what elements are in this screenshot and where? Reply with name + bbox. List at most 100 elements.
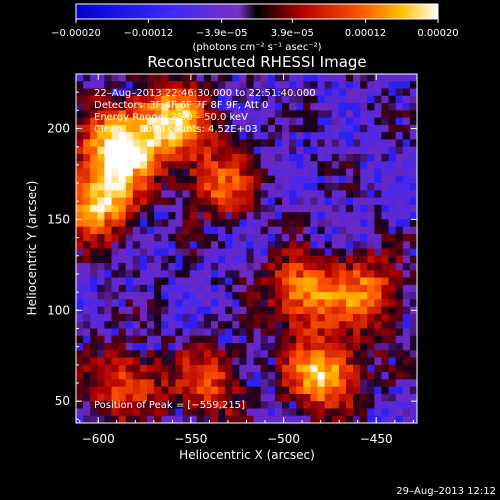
heatmap-cell xyxy=(161,386,169,395)
heatmap-cell xyxy=(147,219,155,228)
heatmap-cell xyxy=(282,226,290,235)
heatmap-cell xyxy=(203,408,212,417)
heatmap-cell xyxy=(125,313,134,322)
heatmap-cell xyxy=(76,255,84,264)
heatmap-cell xyxy=(303,270,311,279)
heatmap-cell xyxy=(132,328,141,337)
heatmap-cell xyxy=(168,357,176,366)
heatmap-cell xyxy=(154,248,162,257)
heatmap-cell xyxy=(239,255,247,264)
heatmap-cell xyxy=(168,233,176,242)
heatmap-cell xyxy=(182,292,191,300)
heatmap-cell xyxy=(353,110,361,119)
heatmap-cell xyxy=(104,241,113,249)
heatmap-cell xyxy=(225,321,233,329)
heatmap-cell xyxy=(97,401,105,409)
heatmap-cell xyxy=(282,393,290,402)
heatmap-cell xyxy=(203,350,212,359)
heatmap-cell xyxy=(338,233,347,242)
heatmap-cell xyxy=(402,263,411,271)
heatmap-cell xyxy=(260,248,269,257)
heatmap-cell xyxy=(331,401,340,409)
heatmap-cell xyxy=(175,124,184,133)
heatmap-cell xyxy=(111,299,120,308)
heatmap-cell xyxy=(154,415,162,423)
heatmap-cell xyxy=(104,263,113,271)
heatmap-cell xyxy=(345,103,354,111)
heatmap-cell xyxy=(182,270,191,279)
heatmap-cell xyxy=(388,175,397,184)
heatmap-cell xyxy=(90,328,98,337)
heatmap-cell xyxy=(267,117,276,126)
heatmap-cell xyxy=(310,197,319,206)
heatmap-cell xyxy=(232,393,240,402)
heatmap-cell xyxy=(210,146,219,155)
heatmap-cell xyxy=(239,74,247,82)
heatmap-cell xyxy=(83,343,91,351)
heatmap-cell xyxy=(409,357,417,366)
heatmap-cell xyxy=(97,328,105,337)
heatmap-cell xyxy=(353,103,361,111)
heatmap-cell xyxy=(189,226,198,235)
heatmap-cell xyxy=(402,139,411,148)
heatmap-cell xyxy=(210,263,219,271)
heatmap-cell xyxy=(203,277,212,286)
heatmap-cell xyxy=(360,190,368,199)
heatmap-cell xyxy=(97,212,105,220)
heatmap-cell xyxy=(303,132,311,140)
heatmap-cell xyxy=(118,175,127,184)
heatmap-cell xyxy=(147,306,155,315)
heatmap-cell xyxy=(402,328,411,337)
heatmap-cell xyxy=(97,357,105,366)
heatmap-cell xyxy=(83,212,91,220)
heatmap-cell xyxy=(182,328,191,337)
heatmap-cell xyxy=(246,386,255,395)
heatmap-cell xyxy=(374,270,382,279)
heatmap-cell xyxy=(196,183,205,191)
heatmap-cell xyxy=(317,401,326,409)
heatmap-cell xyxy=(139,313,148,322)
heatmap-cell xyxy=(338,328,347,337)
heatmap-cell xyxy=(118,277,127,286)
heatmap-cell xyxy=(409,299,417,308)
heatmap-cell xyxy=(203,401,212,409)
heatmap-cell xyxy=(168,270,176,279)
heatmap-cell xyxy=(331,357,340,366)
heatmap-cell xyxy=(225,393,233,402)
heatmap-cell xyxy=(353,386,361,395)
heatmap-cell xyxy=(147,153,155,162)
info-detectors: Detectors: 3F 4F 6F 7F 8F 9F, Att 0 xyxy=(94,100,268,111)
heatmap-cell xyxy=(168,328,176,337)
heatmap-cell xyxy=(161,74,169,82)
heatmap-cell xyxy=(360,386,368,395)
heatmap-cell xyxy=(246,284,255,293)
heatmap-cell xyxy=(175,175,184,184)
heatmap-cell xyxy=(310,168,319,177)
heatmap-cell xyxy=(210,212,219,220)
heatmap-cell xyxy=(189,306,198,315)
heatmap-cell xyxy=(324,379,333,388)
heatmap-cell xyxy=(203,175,212,184)
heatmap-cell xyxy=(203,328,212,337)
heatmap-cell xyxy=(409,241,417,249)
heatmap-cell xyxy=(189,74,198,82)
heatmap-cell xyxy=(345,408,354,417)
heatmap-cell xyxy=(232,364,240,373)
heatmap-cell xyxy=(274,263,283,271)
heatmap-cell xyxy=(253,233,262,242)
heatmap-cell xyxy=(260,95,269,104)
heatmap-cell xyxy=(139,153,148,162)
heatmap-cell xyxy=(90,299,98,308)
heatmap-cell xyxy=(317,212,326,220)
heatmap-cell xyxy=(260,204,269,213)
heatmap-cell xyxy=(154,124,162,133)
heatmap-cell xyxy=(83,379,91,388)
heatmap-cell xyxy=(338,212,347,220)
heatmap-cell xyxy=(232,219,240,228)
heatmap-cell xyxy=(338,153,347,162)
heatmap-cell xyxy=(161,372,169,380)
heatmap-cell xyxy=(196,168,205,177)
heatmap-cell xyxy=(161,401,169,409)
heatmap-cell xyxy=(395,197,404,206)
heatmap-cell xyxy=(317,241,326,249)
